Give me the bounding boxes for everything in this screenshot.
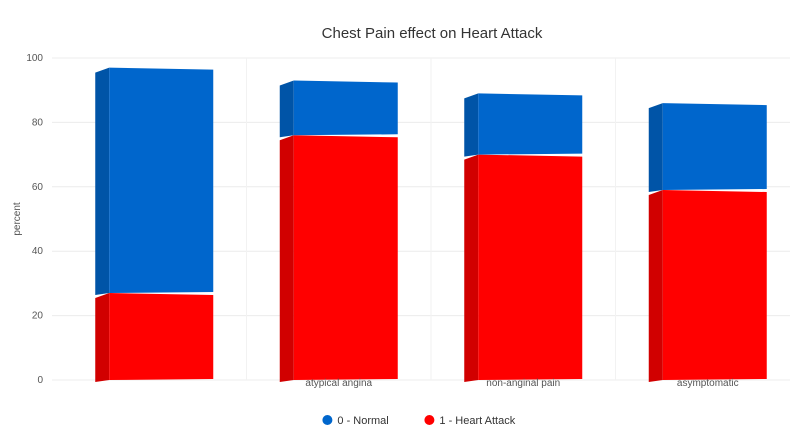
y-tick-label: 60: [32, 182, 44, 193]
y-tick-label: 40: [32, 246, 44, 257]
bar-side: [279, 135, 294, 382]
bar-segment: [478, 93, 583, 155]
legend-marker: [424, 415, 435, 425]
bar-segment: [293, 135, 398, 380]
x-tick-label: asymptomatic: [677, 378, 739, 389]
x-tick-label: atypical angina: [305, 378, 372, 389]
bar-side: [648, 190, 663, 382]
y-axis-label: percent: [12, 202, 23, 236]
bar-side: [95, 67, 110, 296]
y-tick-label: 0: [37, 375, 43, 386]
bar-side: [464, 93, 479, 157]
bar-segment: [662, 103, 767, 191]
legend-label: 1 - Heart Attack: [439, 415, 515, 427]
y-tick-label: 80: [32, 117, 44, 128]
bars: [95, 67, 767, 382]
bar-side: [279, 80, 294, 138]
bar-side: [95, 293, 110, 382]
y-axis: 0 20 40 60 80 100: [26, 53, 43, 386]
x-axis: atypical angina non-anginal pain asymptoma…: [305, 378, 738, 389]
bar-segment: [109, 67, 214, 294]
bar-segment: [662, 190, 767, 380]
legend-marker: [322, 415, 333, 425]
chart-title: Chest Pain effect on Heart Attack: [322, 25, 543, 42]
bar-side: [464, 154, 479, 382]
bar-segment: [109, 293, 214, 380]
legend-label: 0 - Normal: [337, 415, 388, 427]
y-tick-label: 20: [32, 311, 44, 322]
legend: 0 - Normal 1 - Heart Attack: [322, 415, 516, 427]
y-tick-label: 100: [26, 53, 43, 64]
x-tick-label: non-anginal pain: [486, 378, 560, 389]
bar-segment: [293, 80, 398, 136]
bar-segment: [478, 154, 583, 380]
bar-side: [648, 103, 663, 193]
